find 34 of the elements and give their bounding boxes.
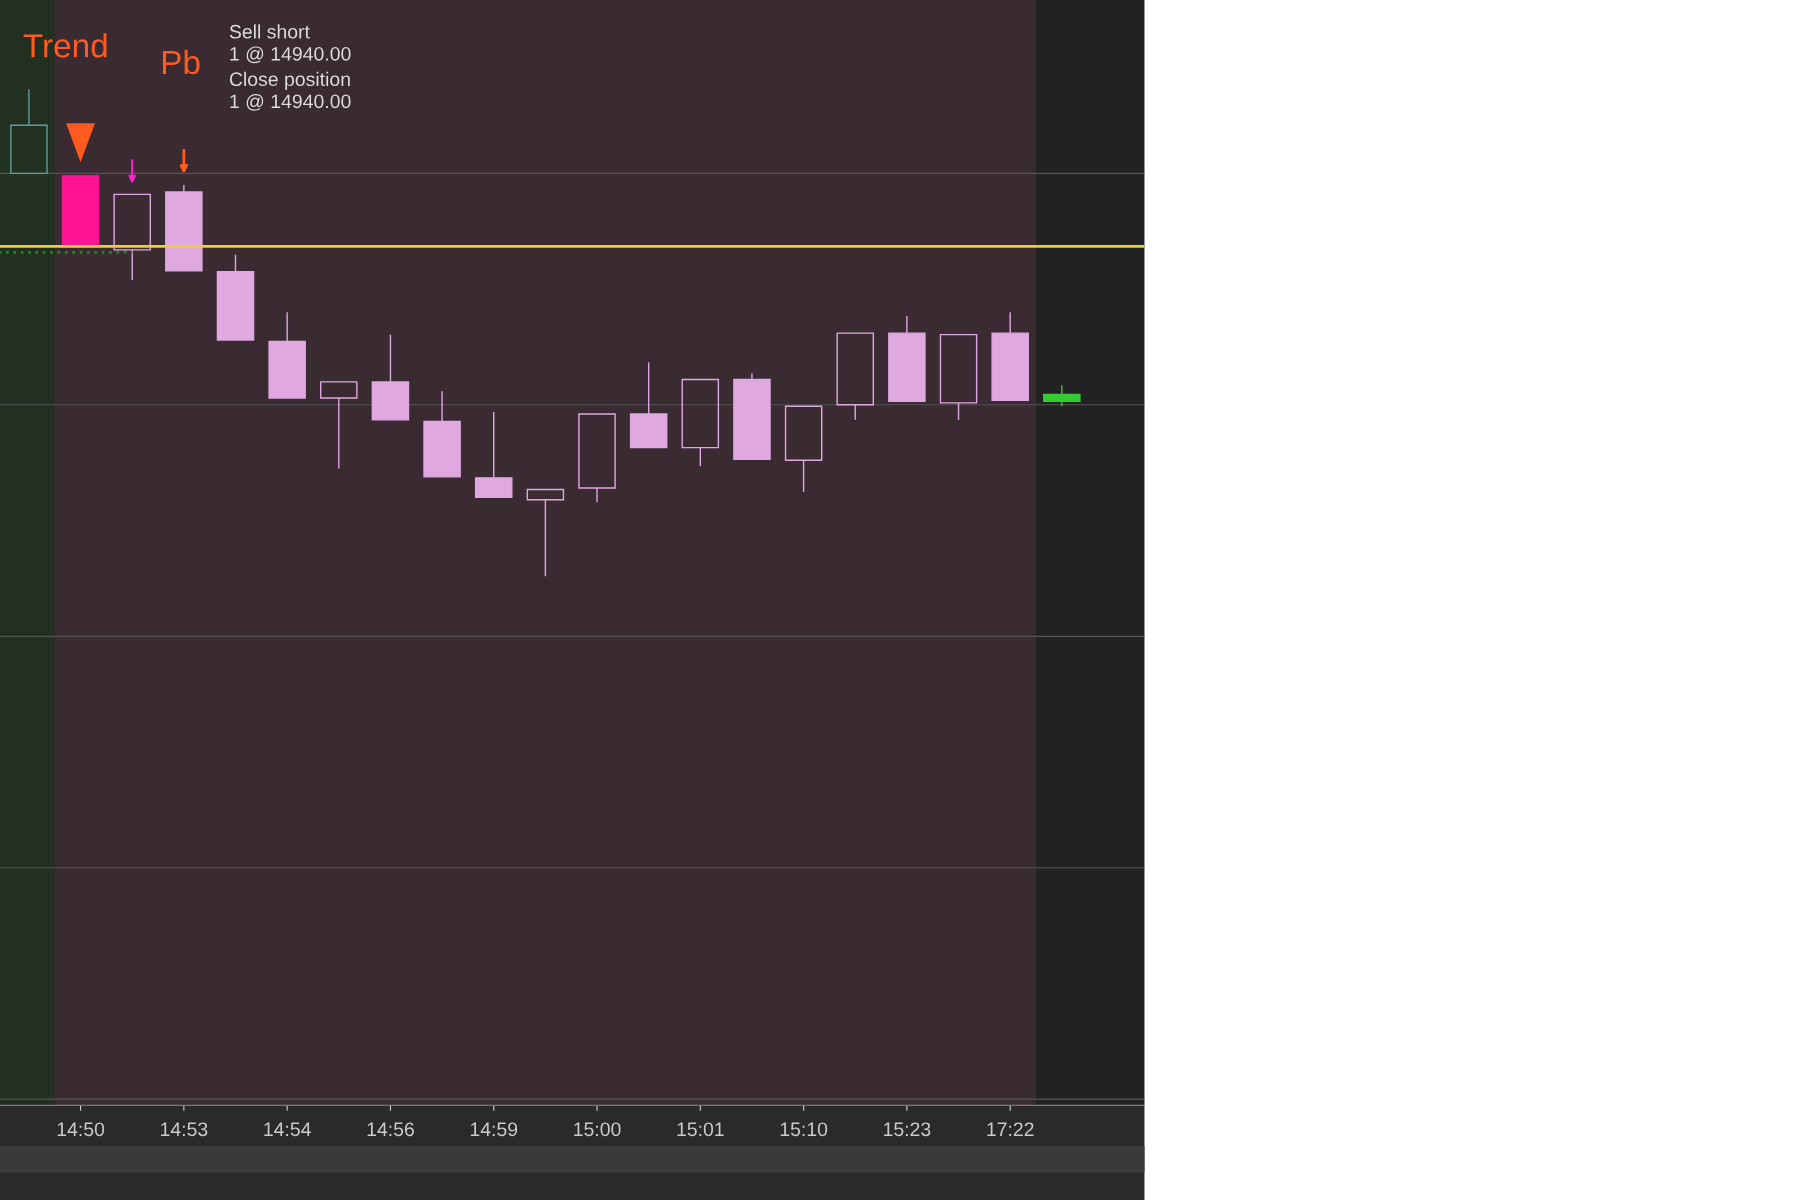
candlestick — [629, 361, 668, 449]
text: 1 @ 14940.00 — [230, 46, 351, 64]
candlestick — [526, 488, 565, 577]
annotation: Close position — [229, 71, 350, 90]
candlestick — [991, 311, 1029, 402]
candlestick — [1043, 384, 1081, 407]
candlestick — [888, 315, 926, 403]
x-tick-label: 14:53 — [161, 1122, 208, 1137]
x-tick-label: 15:23 — [884, 1122, 931, 1137]
candlestick — [268, 311, 306, 399]
text: Trend — [23, 33, 107, 58]
x-tick-label: 15:01 — [677, 1122, 724, 1137]
candlestick — [578, 413, 616, 503]
candlestick — [165, 184, 203, 272]
candlestick — [371, 333, 410, 421]
x-tick-label: 14:56 — [367, 1122, 414, 1137]
candlestick — [474, 411, 513, 499]
candlestick — [784, 405, 823, 493]
text: Pb — [162, 49, 200, 75]
annotation: 1 @ 14940.00 — [230, 93, 351, 111]
candlestick — [113, 193, 151, 281]
candlestick — [61, 175, 100, 248]
candlestick — [423, 390, 461, 478]
candlestick — [733, 372, 771, 461]
x-tick-label: 14:59 — [470, 1122, 518, 1137]
x-tick-label: 15:00 — [574, 1122, 621, 1137]
candlestick — [320, 381, 358, 470]
text: Sell short — [229, 24, 310, 39]
candlestick — [681, 378, 720, 467]
candlestick — [10, 88, 48, 175]
x-tick-label: 15:10 — [780, 1122, 828, 1137]
x-tick-label: 17:22 — [987, 1122, 1034, 1136]
x-tick-label: 14:54 — [264, 1122, 311, 1137]
x-tick-label: 14:50 — [57, 1122, 105, 1137]
